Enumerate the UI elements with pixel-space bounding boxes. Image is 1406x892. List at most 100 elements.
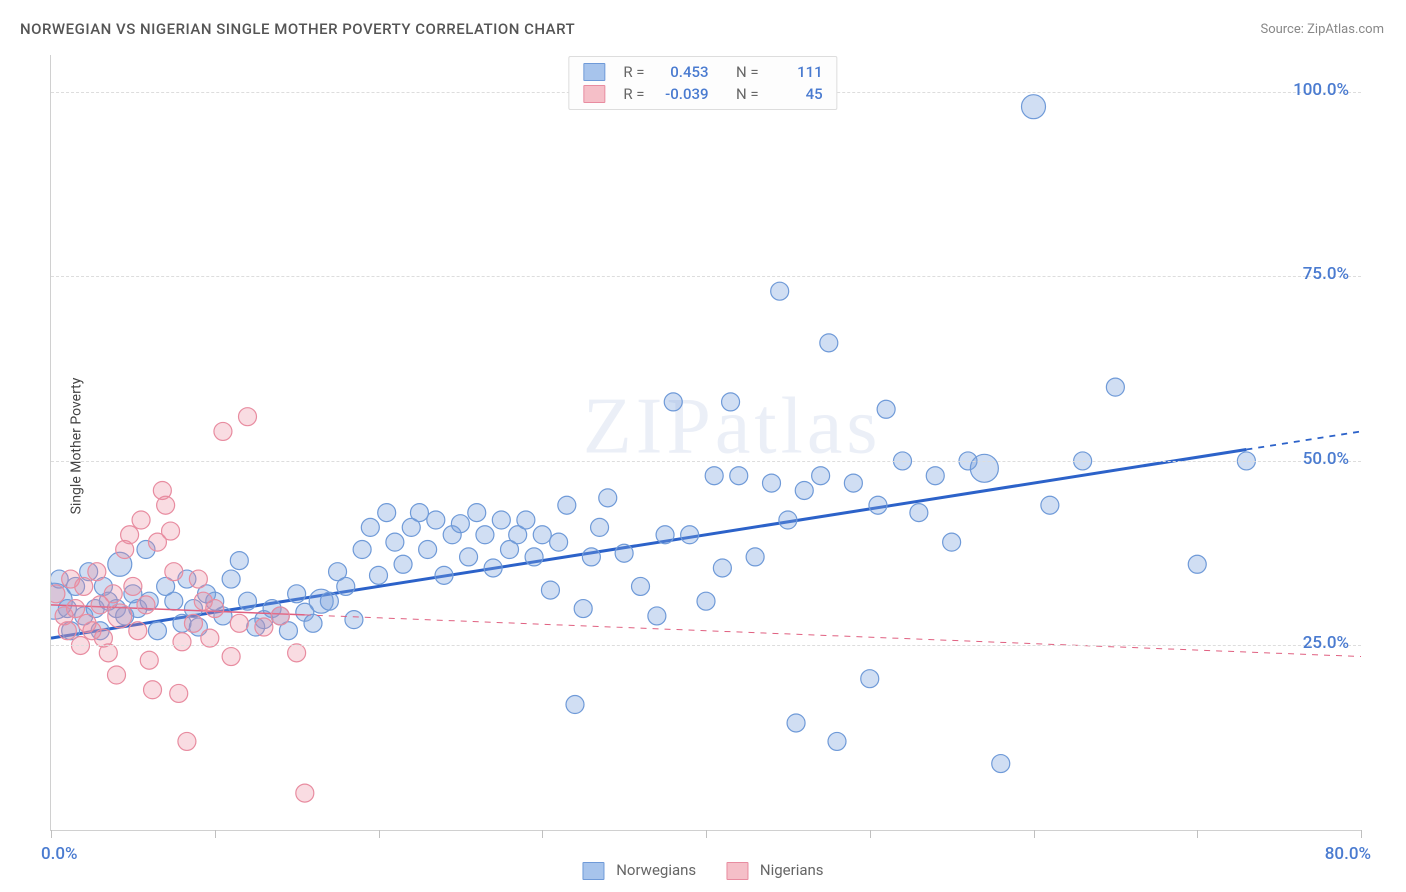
- data-point: [746, 548, 764, 566]
- data-point: [157, 496, 175, 514]
- chart-title: NORWEGIAN VS NIGERIAN SINGLE MOTHER POVE…: [20, 20, 575, 38]
- x-tick: [379, 830, 380, 838]
- data-point: [541, 581, 559, 599]
- data-point: [137, 596, 155, 614]
- data-point: [869, 496, 887, 514]
- x-tick: [215, 830, 216, 838]
- legend-row-nigerians: R = -0.039 N = 45: [583, 83, 822, 105]
- gridline: [51, 645, 1361, 646]
- data-point: [844, 474, 862, 492]
- data-point: [386, 533, 404, 551]
- data-point: [178, 732, 196, 750]
- data-point: [104, 585, 122, 603]
- legend-item-nigerians: Nigerians: [726, 861, 823, 880]
- data-point: [435, 566, 453, 584]
- gridline: [51, 461, 1361, 462]
- data-point: [468, 504, 486, 522]
- data-point: [992, 755, 1010, 773]
- data-point: [533, 526, 551, 544]
- data-point: [795, 481, 813, 499]
- legend-r-value: -0.039: [655, 85, 709, 103]
- data-point: [206, 600, 224, 618]
- x-tick: [51, 830, 52, 838]
- data-point: [230, 614, 248, 632]
- data-point: [566, 696, 584, 714]
- data-point: [697, 592, 715, 610]
- legend-n-value: 111: [769, 63, 823, 81]
- data-point: [271, 607, 289, 625]
- source-label: Source: ZipAtlas.com: [1260, 22, 1384, 37]
- data-point: [108, 604, 132, 628]
- data-point: [763, 474, 781, 492]
- data-point: [558, 496, 576, 514]
- data-point: [525, 548, 543, 566]
- legend-n-value: 45: [769, 85, 823, 103]
- data-point: [320, 592, 338, 610]
- data-point: [394, 555, 412, 573]
- data-point: [148, 622, 166, 640]
- data-point: [550, 533, 568, 551]
- data-point: [419, 541, 437, 559]
- data-point: [129, 622, 147, 640]
- data-point: [255, 618, 273, 636]
- data-point: [970, 454, 998, 482]
- data-point: [214, 422, 232, 440]
- swatch-icon: [582, 862, 604, 880]
- scatter-svg: [51, 55, 1361, 830]
- data-point: [121, 526, 139, 544]
- data-point: [370, 566, 388, 584]
- data-point: [730, 467, 748, 485]
- bottom-legend: Norwegians Nigerians: [582, 861, 823, 880]
- data-point: [681, 526, 699, 544]
- swatch-icon: [726, 862, 748, 880]
- legend-r-value: 0.453: [655, 63, 709, 81]
- data-point: [492, 511, 510, 529]
- data-point: [239, 592, 257, 610]
- data-point: [165, 592, 183, 610]
- data-point: [170, 684, 188, 702]
- data-point: [108, 666, 126, 684]
- y-tick-label: 100.0%: [1293, 80, 1349, 100]
- x-tick: [1034, 830, 1035, 838]
- data-point: [222, 648, 240, 666]
- data-point: [88, 563, 106, 581]
- legend-n-label: N =: [736, 85, 759, 103]
- data-point: [812, 467, 830, 485]
- data-point: [201, 629, 219, 647]
- legend-row-norwegians: R = 0.453 N = 111: [583, 61, 822, 83]
- legend-label: Norwegians: [616, 861, 696, 879]
- data-point: [722, 393, 740, 411]
- data-point: [705, 467, 723, 485]
- data-point: [820, 334, 838, 352]
- x-tick-label: 80.0%: [1325, 844, 1371, 864]
- data-point: [926, 467, 944, 485]
- data-point: [779, 511, 797, 529]
- data-point: [184, 614, 202, 632]
- x-tick: [870, 830, 871, 838]
- legend-n-label: N =: [736, 63, 759, 81]
- data-point: [427, 511, 445, 529]
- data-point: [304, 614, 322, 632]
- x-tick: [542, 830, 543, 838]
- x-tick: [706, 830, 707, 838]
- data-point: [771, 282, 789, 300]
- data-point: [124, 577, 142, 595]
- data-point: [476, 526, 494, 544]
- gridline: [51, 276, 1361, 277]
- data-point: [664, 393, 682, 411]
- legend-label: Nigerians: [760, 861, 824, 879]
- data-point: [1106, 378, 1124, 396]
- data-point: [353, 541, 371, 559]
- data-point: [58, 622, 76, 640]
- swatch-icon: [583, 85, 605, 103]
- data-point: [337, 577, 355, 595]
- data-point: [861, 670, 879, 688]
- data-point: [1022, 95, 1046, 119]
- y-tick-label: 50.0%: [1303, 449, 1349, 469]
- data-point: [361, 518, 379, 536]
- x-tick-label: 0.0%: [41, 844, 78, 864]
- data-point: [943, 533, 961, 551]
- data-point: [713, 559, 731, 577]
- data-point: [288, 585, 306, 603]
- data-point: [140, 651, 158, 669]
